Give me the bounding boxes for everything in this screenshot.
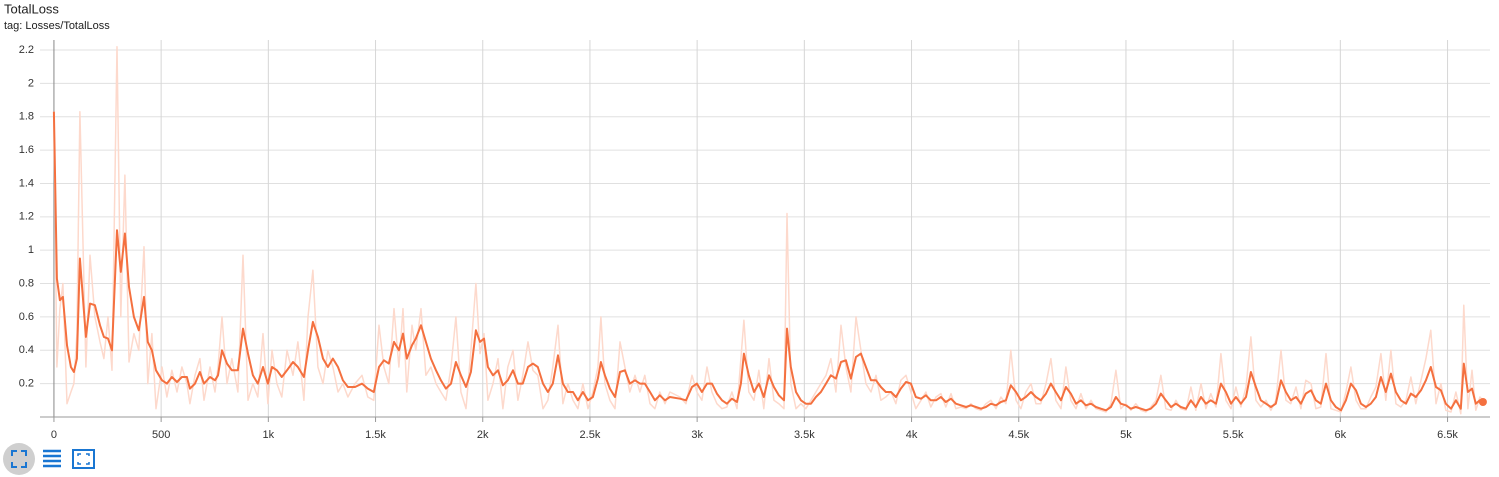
expand-icon	[72, 449, 95, 469]
y-tick-label: 1.8	[19, 111, 34, 123]
y-tick-label: 0.4	[19, 344, 34, 356]
plot-area: 0.2 0.4 0.6 0.8 1 1.2 1.4 1.6 1.8 2 2.2 0 500 1k 1.5k 2…	[19, 40, 1490, 441]
y-tick-label: 1.4	[19, 177, 34, 189]
list-icon	[43, 449, 61, 468]
x-tick-label: 500	[152, 429, 170, 441]
y-tick-label: 2.2	[19, 44, 34, 56]
series-line	[52, 111, 1484, 412]
x-tick-label: 4.5k	[1008, 429, 1029, 441]
fit-icon	[11, 450, 27, 468]
x-tick-label: 1k	[263, 429, 275, 441]
x-tick-label: 5.5k	[1223, 429, 1244, 441]
y-tick-label: 2	[28, 77, 34, 89]
x-tick-label: 0	[51, 429, 57, 441]
x-tick-label: 6.5k	[1437, 429, 1458, 441]
toggle-log-button[interactable]	[43, 449, 61, 468]
chart-subtitle: tag: Losses/TotalLoss	[4, 20, 110, 32]
x-tick-label: 4k	[906, 429, 918, 441]
x-tick-label: 2.5k	[580, 429, 601, 441]
chart-title: TotalLoss	[4, 1, 59, 16]
x-tick-label: 3.5k	[794, 429, 815, 441]
x-tick-label: 5k	[1120, 429, 1132, 441]
last-point	[1478, 397, 1487, 406]
y-tick-label: 0.6	[19, 311, 34, 323]
expand-button[interactable]	[72, 449, 95, 469]
expand-icon-corners	[77, 453, 90, 465]
x-tick-label: 2k	[477, 429, 489, 441]
x-tick-label: 3k	[691, 429, 703, 441]
x-tick-label: 1.5k	[365, 429, 386, 441]
button-background	[3, 443, 35, 475]
x-tick-label: 6k	[1335, 429, 1347, 441]
y-tick-label: 1.6	[19, 144, 34, 156]
y-tick-label: 1	[28, 244, 34, 256]
y-tick-label: 0.2	[19, 378, 34, 390]
y-tick-label: 1.2	[19, 211, 34, 223]
fit-domain-button[interactable]	[3, 443, 35, 475]
y-tick-label: 0.8	[19, 277, 34, 289]
